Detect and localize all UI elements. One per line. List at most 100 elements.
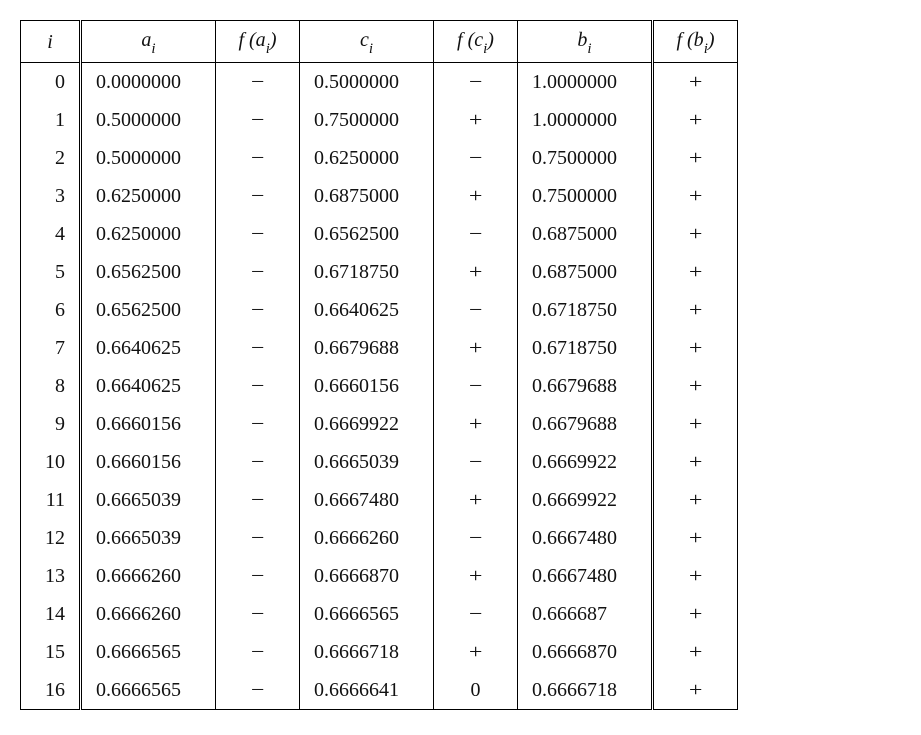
cell-i: 0 bbox=[21, 63, 81, 102]
cell-a: 0.6665039 bbox=[81, 519, 216, 557]
header-b: bi bbox=[518, 21, 653, 63]
cell-fb: + bbox=[653, 367, 738, 405]
header-row: i ai f (ai) ci f (ci) bi f (bi) bbox=[21, 21, 738, 63]
cell-i: 10 bbox=[21, 443, 81, 481]
cell-fb: + bbox=[653, 139, 738, 177]
cell-c: 0.6666870 bbox=[300, 557, 434, 595]
table-row: 100.6660156−0.6665039−0.6669922+ bbox=[21, 443, 738, 481]
cell-fc: + bbox=[434, 481, 518, 519]
cell-fa: − bbox=[216, 329, 300, 367]
cell-fb: + bbox=[653, 63, 738, 102]
cell-b: 0.6669922 bbox=[518, 481, 653, 519]
table-row: 110.6665039−0.6667480+0.6669922+ bbox=[21, 481, 738, 519]
cell-fa: − bbox=[216, 557, 300, 595]
cell-c: 0.6669922 bbox=[300, 405, 434, 443]
cell-i: 7 bbox=[21, 329, 81, 367]
cell-b: 0.6667480 bbox=[518, 519, 653, 557]
table-row: 50.6562500−0.6718750+0.6875000+ bbox=[21, 253, 738, 291]
cell-fa: − bbox=[216, 291, 300, 329]
cell-b: 1.0000000 bbox=[518, 63, 653, 102]
table-row: 20.5000000−0.6250000−0.7500000+ bbox=[21, 139, 738, 177]
cell-a: 0.6660156 bbox=[81, 443, 216, 481]
cell-fc: + bbox=[434, 177, 518, 215]
cell-a: 0.5000000 bbox=[81, 139, 216, 177]
table-row: 90.6660156−0.6669922+0.6679688+ bbox=[21, 405, 738, 443]
cell-b: 0.6679688 bbox=[518, 367, 653, 405]
cell-a: 0.6562500 bbox=[81, 291, 216, 329]
cell-fb: + bbox=[653, 405, 738, 443]
header-fc: f (ci) bbox=[434, 21, 518, 63]
header-a: ai bbox=[81, 21, 216, 63]
cell-c: 0.6660156 bbox=[300, 367, 434, 405]
cell-c: 0.6665039 bbox=[300, 443, 434, 481]
cell-i: 3 bbox=[21, 177, 81, 215]
cell-b: 0.6669922 bbox=[518, 443, 653, 481]
cell-fa: − bbox=[216, 671, 300, 710]
cell-fb: + bbox=[653, 443, 738, 481]
cell-b: 0.6666870 bbox=[518, 633, 653, 671]
cell-fc: − bbox=[434, 139, 518, 177]
cell-c: 0.6666565 bbox=[300, 595, 434, 633]
cell-i: 9 bbox=[21, 405, 81, 443]
cell-fc: − bbox=[434, 443, 518, 481]
cell-a: 0.5000000 bbox=[81, 101, 216, 139]
cell-fa: − bbox=[216, 443, 300, 481]
table-row: 70.6640625−0.6679688+0.6718750+ bbox=[21, 329, 738, 367]
table-row: 130.6666260−0.6666870+0.6667480+ bbox=[21, 557, 738, 595]
cell-fc: − bbox=[434, 291, 518, 329]
cell-c: 0.7500000 bbox=[300, 101, 434, 139]
cell-b: 0.7500000 bbox=[518, 177, 653, 215]
cell-a: 0.6666565 bbox=[81, 633, 216, 671]
cell-fa: − bbox=[216, 215, 300, 253]
cell-fb: + bbox=[653, 557, 738, 595]
cell-fa: − bbox=[216, 101, 300, 139]
cell-i: 12 bbox=[21, 519, 81, 557]
cell-b: 0.6875000 bbox=[518, 215, 653, 253]
table-row: 30.6250000−0.6875000+0.7500000+ bbox=[21, 177, 738, 215]
data-table: i ai f (ai) ci f (ci) bi f (bi) bbox=[20, 20, 738, 710]
cell-fa: − bbox=[216, 177, 300, 215]
table-row: 60.6562500−0.6640625−0.6718750+ bbox=[21, 291, 738, 329]
table-row: 40.6250000−0.6562500−0.6875000+ bbox=[21, 215, 738, 253]
cell-fb: + bbox=[653, 595, 738, 633]
cell-c: 0.6666260 bbox=[300, 519, 434, 557]
cell-b: 0.6667480 bbox=[518, 557, 653, 595]
cell-a: 0.6250000 bbox=[81, 177, 216, 215]
cell-a: 0.6665039 bbox=[81, 481, 216, 519]
cell-i: 5 bbox=[21, 253, 81, 291]
cell-fc: + bbox=[434, 329, 518, 367]
cell-c: 0.6250000 bbox=[300, 139, 434, 177]
cell-fb: + bbox=[653, 633, 738, 671]
cell-b: 0.6875000 bbox=[518, 253, 653, 291]
cell-fa: − bbox=[216, 595, 300, 633]
cell-fc: − bbox=[434, 215, 518, 253]
table-row: 160.6666565−0.666664100.6666718+ bbox=[21, 671, 738, 710]
cell-c: 0.6666718 bbox=[300, 633, 434, 671]
cell-i: 11 bbox=[21, 481, 81, 519]
cell-c: 0.6667480 bbox=[300, 481, 434, 519]
cell-fb: + bbox=[653, 329, 738, 367]
table-row: 150.6666565−0.6666718+0.6666870+ bbox=[21, 633, 738, 671]
cell-fb: + bbox=[653, 481, 738, 519]
cell-a: 0.6640625 bbox=[81, 367, 216, 405]
cell-a: 0.6666565 bbox=[81, 671, 216, 710]
table-row: 00.0000000−0.5000000−1.0000000+ bbox=[21, 63, 738, 102]
cell-a: 0.6666260 bbox=[81, 595, 216, 633]
cell-fb: + bbox=[653, 177, 738, 215]
cell-fa: − bbox=[216, 139, 300, 177]
cell-b: 0.7500000 bbox=[518, 139, 653, 177]
cell-c: 0.5000000 bbox=[300, 63, 434, 102]
cell-fa: − bbox=[216, 367, 300, 405]
cell-i: 16 bbox=[21, 671, 81, 710]
cell-i: 4 bbox=[21, 215, 81, 253]
cell-b: 0.6718750 bbox=[518, 329, 653, 367]
cell-fa: − bbox=[216, 63, 300, 102]
header-c: ci bbox=[300, 21, 434, 63]
cell-fc: + bbox=[434, 405, 518, 443]
cell-b: 0.6718750 bbox=[518, 291, 653, 329]
bisection-table: i ai f (ai) ci f (ci) bi f (bi) bbox=[20, 20, 738, 710]
cell-i: 8 bbox=[21, 367, 81, 405]
cell-fa: − bbox=[216, 481, 300, 519]
cell-fc: − bbox=[434, 519, 518, 557]
cell-c: 0.6679688 bbox=[300, 329, 434, 367]
